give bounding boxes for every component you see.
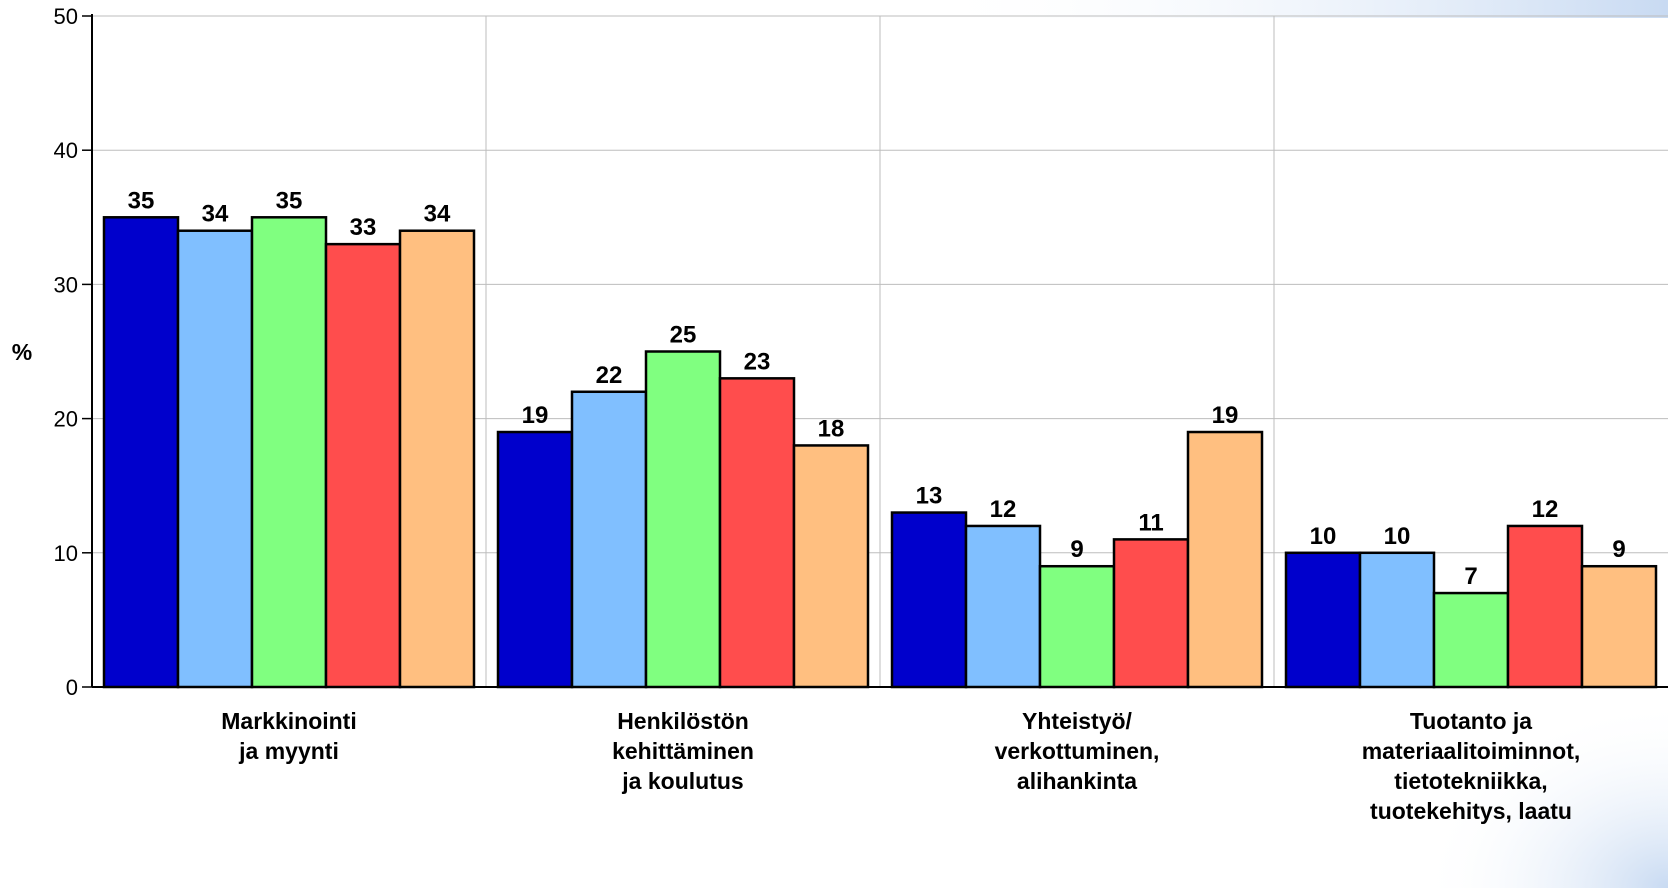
category-label-line: Markkinointi — [221, 708, 356, 734]
y-tick-label: 30 — [54, 272, 78, 297]
bar-series-3-cat-2 — [644, 350, 722, 689]
data-label: 13 — [916, 483, 943, 510]
bar-series-5-cat-2 — [792, 444, 870, 689]
data-label: 18 — [818, 415, 845, 442]
bar-series-3-cat-3 — [1038, 564, 1116, 689]
bar-series-2-cat-3 — [964, 524, 1042, 689]
category-label-line: tietotekniikka, — [1394, 768, 1547, 794]
axes — [82, 14, 1668, 688]
data-label: 19 — [522, 402, 549, 429]
bar-series-1-cat-3 — [890, 511, 968, 689]
y-tick-label: 20 — [54, 407, 78, 432]
bar-series-1-cat-1 — [102, 216, 180, 689]
bar-series-5-cat-4 — [1580, 564, 1658, 689]
data-label: 12 — [990, 496, 1017, 523]
bar-series-5-cat-3 — [1186, 430, 1264, 689]
labels: 0 10 20 30 40 50 35 34 35 33 34 Markkinointi ja myyn… — [54, 4, 1626, 824]
category-label-3: Yhteistyö/verkottuminen, alihankinta — [995, 708, 1160, 794]
category-label-line: materiaalitoiminnot, — [1362, 738, 1581, 764]
bar-series-3-cat-1 — [250, 216, 328, 689]
y-tick-label: 0 — [66, 675, 78, 700]
data-label: 34 — [424, 201, 451, 228]
bar-series-2-cat-2 — [570, 390, 648, 689]
data-label: 23 — [744, 348, 771, 375]
bar-series-4-cat-2 — [718, 377, 796, 689]
data-label: 35 — [276, 187, 303, 214]
bar-series-1-cat-2 — [496, 430, 574, 689]
data-label: 34 — [202, 201, 229, 228]
data-label: 33 — [350, 214, 377, 241]
bar-series-2-cat-4 — [1358, 551, 1436, 689]
bar-series-4-cat-3 — [1112, 538, 1190, 689]
y-tick-label: 10 — [54, 541, 78, 566]
bar-series-2-cat-1 — [176, 229, 254, 689]
data-label: 10 — [1384, 523, 1411, 550]
data-label: 9 — [1070, 536, 1083, 563]
data-label: 11 — [1138, 509, 1163, 536]
y-tick-label: 40 — [54, 138, 78, 163]
category-label-line: Yhteistyö/ — [1022, 708, 1133, 734]
category-label-line: tuotekehitys, laatu — [1370, 798, 1572, 824]
data-label: 25 — [670, 322, 697, 349]
category-label-1: Markkinointi ja myynti — [221, 708, 356, 764]
bars — [102, 216, 1658, 689]
category-label-line: Henkilöstön — [617, 708, 749, 734]
background-corner-wash — [1420, 700, 1668, 888]
bar-series-4-cat-1 — [324, 242, 402, 689]
data-label: 22 — [596, 362, 623, 389]
category-label-2: Henkilöstön kehittäminen ja koulutus — [612, 708, 754, 794]
category-label-4: Tuotanto ja materiaalitoiminnot, tietotekn… — [1362, 708, 1581, 824]
data-label: 9 — [1612, 536, 1625, 563]
bar-series-3-cat-4 — [1432, 591, 1510, 689]
bar-series-5-cat-1 — [398, 229, 476, 689]
data-label: 35 — [128, 187, 155, 214]
data-label: 7 — [1464, 563, 1477, 590]
category-label-line: Tuotanto ja — [1410, 708, 1532, 734]
category-label-line: kehittäminen — [612, 738, 754, 764]
category-label-line: ja koulutus — [621, 768, 743, 794]
data-label: 12 — [1532, 496, 1559, 523]
y-axis-title: % — [12, 339, 32, 365]
bar-series-4-cat-4 — [1506, 524, 1584, 689]
category-label-line: verkottuminen, — [995, 738, 1160, 764]
background-top-band — [0, 0, 1668, 18]
data-label: 19 — [1212, 402, 1239, 429]
y-tick-label: 50 — [54, 4, 78, 29]
category-label-line: ja myynti — [238, 738, 339, 764]
bar-series-1-cat-4 — [1284, 551, 1362, 689]
category-label-line: alihankinta — [1017, 768, 1137, 794]
data-label: 10 — [1310, 523, 1337, 550]
